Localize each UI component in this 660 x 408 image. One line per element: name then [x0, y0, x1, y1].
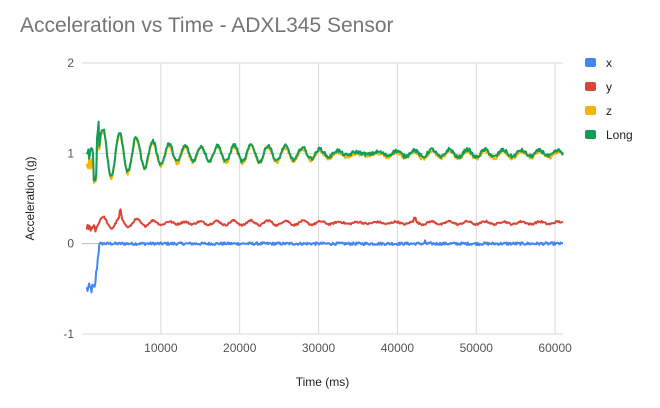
y-tick-label: -1	[63, 327, 74, 341]
legend-swatch-x	[585, 58, 596, 67]
legend-label-y: y	[606, 80, 612, 94]
chart-title: Acceleration vs Time - ADXL345 Sensor	[20, 14, 394, 37]
x-tick-label: 30000	[302, 341, 336, 355]
x-axis-label: Time (ms)	[296, 375, 350, 389]
x-tick-label: 40000	[381, 341, 415, 355]
legend-label-x: x	[606, 56, 612, 70]
legend-swatch-y	[585, 82, 596, 91]
x-tick-label: 10000	[144, 341, 178, 355]
y-tick-label: 2	[67, 56, 74, 70]
series-line-long	[85, 120, 564, 182]
y-axis-label: Acceleration (g)	[23, 156, 37, 240]
y-tick-label: 1	[67, 146, 74, 160]
x-tick-label: 20000	[223, 341, 257, 355]
legend-label-z: z	[606, 104, 612, 118]
x-tick-label: 50000	[460, 341, 494, 355]
legend-swatch-z	[585, 106, 596, 115]
legend-swatch-long	[585, 130, 596, 139]
y-tick-label: 0	[67, 237, 74, 251]
series-line-x	[85, 239, 564, 294]
x-tick-label: 60000	[538, 341, 572, 355]
series-line-y	[85, 208, 564, 233]
legend-label-long: Long	[606, 128, 633, 142]
